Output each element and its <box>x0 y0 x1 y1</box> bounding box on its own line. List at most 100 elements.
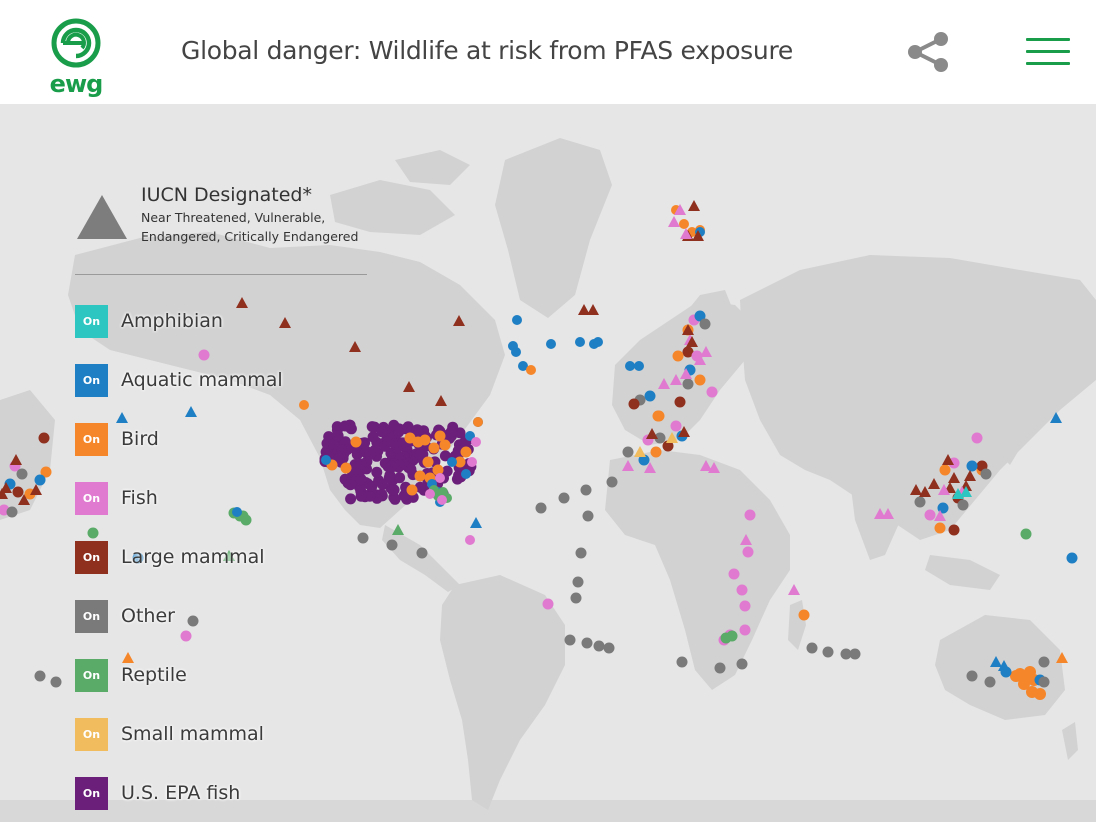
legend-toggle-aquatic-mammal[interactable]: On Aquatic mammal <box>75 364 335 398</box>
iucn-map-point[interactable] <box>116 412 128 423</box>
map-point[interactable] <box>377 478 388 490</box>
map-point[interactable] <box>355 490 367 502</box>
map-point[interactable] <box>580 484 592 496</box>
map-point[interactable] <box>454 456 466 468</box>
iucn-map-point[interactable] <box>1050 412 1062 423</box>
map-point[interactable] <box>806 642 818 654</box>
map-point[interactable] <box>461 469 471 479</box>
toggle-badge[interactable]: On <box>75 600 108 633</box>
map-point[interactable] <box>364 448 376 460</box>
map-point[interactable] <box>428 442 440 454</box>
map-point[interactable] <box>345 479 356 491</box>
map-point[interactable] <box>422 456 434 468</box>
map-point[interactable] <box>434 430 446 442</box>
iucn-map-point[interactable] <box>874 508 886 519</box>
iucn-map-point[interactable] <box>680 368 692 379</box>
map-point[interactable] <box>744 509 756 521</box>
iucn-map-point[interactable] <box>403 381 415 392</box>
map-point[interactable] <box>376 426 388 438</box>
map-point[interactable] <box>38 432 50 444</box>
iucn-map-point[interactable] <box>10 454 22 465</box>
legend-toggle-reptile[interactable]: On Reptile <box>75 659 335 693</box>
map-point[interactable] <box>682 378 694 390</box>
map-point[interactable] <box>676 656 688 668</box>
map-point[interactable] <box>132 552 144 564</box>
map-point[interactable] <box>1018 678 1030 690</box>
map-point[interactable] <box>682 346 694 358</box>
map-point[interactable] <box>1010 670 1022 682</box>
map-point[interactable] <box>16 468 28 480</box>
map-point[interactable] <box>432 464 444 476</box>
map-point[interactable] <box>232 507 242 517</box>
map-point[interactable] <box>439 450 451 462</box>
map-point[interactable] <box>706 386 718 398</box>
map-point[interactable] <box>564 634 576 646</box>
map-point[interactable] <box>699 318 711 330</box>
map-point[interactable] <box>435 473 445 483</box>
map-point[interactable] <box>798 609 810 621</box>
map-point[interactable] <box>425 489 435 499</box>
map-point[interactable] <box>603 642 615 654</box>
iucn-map-point[interactable] <box>578 304 590 315</box>
map-point[interactable] <box>34 670 46 682</box>
iucn-map-point[interactable] <box>964 470 976 481</box>
map-point[interactable] <box>572 576 584 588</box>
map-point[interactable] <box>386 539 398 551</box>
map-point[interactable] <box>467 457 477 467</box>
map-point[interactable] <box>1034 688 1046 700</box>
iucn-map-point[interactable] <box>740 534 752 545</box>
map-point[interactable] <box>445 426 457 438</box>
iucn-map-point[interactable] <box>998 660 1010 671</box>
map-point[interactable] <box>473 417 483 427</box>
map-point[interactable] <box>654 432 666 444</box>
map-point[interactable] <box>593 640 605 652</box>
iucn-map-point[interactable] <box>938 484 950 495</box>
map-point[interactable] <box>971 432 983 444</box>
map-point[interactable] <box>1038 656 1050 668</box>
map-point[interactable] <box>1020 528 1032 540</box>
iucn-map-point[interactable] <box>122 652 134 663</box>
iucn-map-point[interactable] <box>644 462 656 473</box>
iucn-map-point[interactable] <box>1056 652 1068 663</box>
iucn-map-point[interactable] <box>236 297 248 308</box>
iucn-map-point[interactable] <box>670 374 682 385</box>
map-point[interactable] <box>339 420 351 432</box>
map-point[interactable] <box>419 434 431 446</box>
iucn-map-point[interactable] <box>622 460 634 471</box>
map-point[interactable] <box>570 592 582 604</box>
map-point[interactable] <box>1066 552 1078 564</box>
map-point[interactable] <box>471 437 481 447</box>
iucn-map-point[interactable] <box>223 550 235 561</box>
map-point[interactable] <box>414 481 426 493</box>
wildlife-points[interactable] <box>0 200 1078 700</box>
map-point[interactable] <box>6 506 18 518</box>
iucn-map-point[interactable] <box>692 230 704 241</box>
map-point[interactable] <box>414 449 426 461</box>
map-point[interactable] <box>321 455 331 465</box>
iucn-map-point[interactable] <box>700 460 712 471</box>
iucn-map-point[interactable] <box>678 426 690 437</box>
toggle-badge[interactable]: On <box>75 305 108 338</box>
map-point[interactable] <box>966 670 978 682</box>
iucn-map-point[interactable] <box>682 324 694 335</box>
map-point[interactable] <box>593 337 603 347</box>
map-point[interactable] <box>512 315 522 325</box>
map-point[interactable] <box>414 470 426 482</box>
map-point[interactable] <box>367 431 379 443</box>
iucn-map-point[interactable] <box>990 656 1002 667</box>
map-point[interactable] <box>653 410 665 422</box>
map-point[interactable] <box>726 630 738 642</box>
map-point[interactable] <box>581 637 593 649</box>
map-point[interactable] <box>383 472 395 484</box>
map-point[interactable] <box>670 420 682 432</box>
map-point[interactable] <box>914 496 926 508</box>
iucn-map-point[interactable] <box>674 204 686 215</box>
map-point[interactable] <box>389 493 401 505</box>
iucn-map-point[interactable] <box>349 341 361 352</box>
map-point[interactable] <box>849 648 861 660</box>
iucn-map-point[interactable] <box>952 488 964 499</box>
legend-toggle-bird[interactable]: On Bird <box>75 423 335 457</box>
iucn-map-point[interactable] <box>435 395 447 406</box>
hamburger-menu-icon[interactable] <box>1026 38 1070 68</box>
map-point[interactable] <box>840 648 852 660</box>
